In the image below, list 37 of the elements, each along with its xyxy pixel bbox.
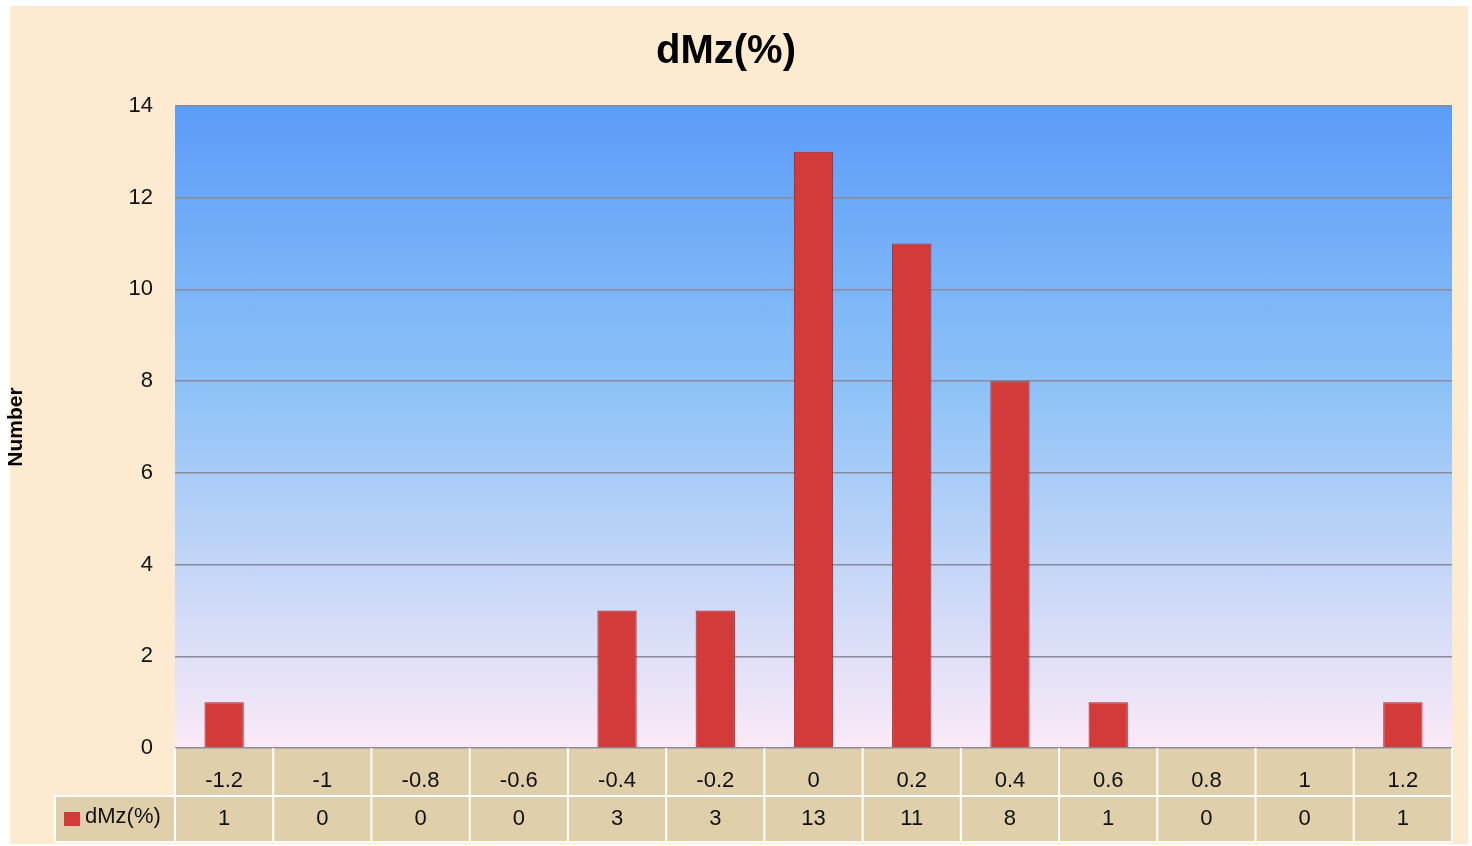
data-label: 3 (610, 805, 624, 831)
data-label: 0 (414, 805, 427, 831)
y-tick-label: 2 (140, 642, 153, 668)
x-tick-label: -0.6 (499, 767, 538, 793)
x-tick-label: 0 (807, 767, 820, 793)
y-tick-label: 0 (140, 734, 153, 760)
data-label: 0 (512, 805, 525, 831)
data-label: 13 (801, 805, 826, 831)
data-label: 1 (217, 805, 231, 831)
y-tick-label: 14 (128, 92, 153, 118)
y-tick-label: 8 (140, 367, 153, 393)
data-label: 1 (1102, 805, 1115, 831)
x-tick-label: -0.2 (696, 767, 735, 793)
x-tick-label: 0.6 (1092, 767, 1124, 793)
data-label: 0 (316, 805, 329, 831)
chart-title: dMz(%) (656, 27, 796, 72)
data-label: 11 (900, 805, 924, 831)
x-tick-label: 0.2 (896, 767, 928, 793)
x-tick-label: 0.8 (1191, 767, 1222, 793)
legend-label: dMz(%) (85, 803, 161, 829)
data-label: 0 (1200, 805, 1213, 831)
y-tick-label: 4 (140, 550, 153, 576)
x-tick-label: 0.4 (994, 767, 1026, 793)
y-tick-label: 12 (128, 183, 153, 209)
data-label: 8 (1003, 805, 1017, 831)
y-axis-title: Number (3, 387, 27, 467)
y-tick-label: 10 (128, 275, 153, 301)
data-label: 1 (1396, 805, 1410, 831)
y-tick-label: 6 (140, 458, 153, 484)
x-tick-label: -0.4 (598, 767, 636, 793)
x-tick-label: 1.2 (1387, 767, 1419, 793)
data-label: 0 (1298, 805, 1311, 831)
x-tick-label: 1 (1298, 767, 1311, 793)
x-tick-label: -0.8 (401, 767, 440, 793)
x-tick-label: -1.2 (205, 767, 244, 793)
x-tick-label: -1 (312, 767, 333, 793)
data-label: 3 (709, 805, 722, 831)
